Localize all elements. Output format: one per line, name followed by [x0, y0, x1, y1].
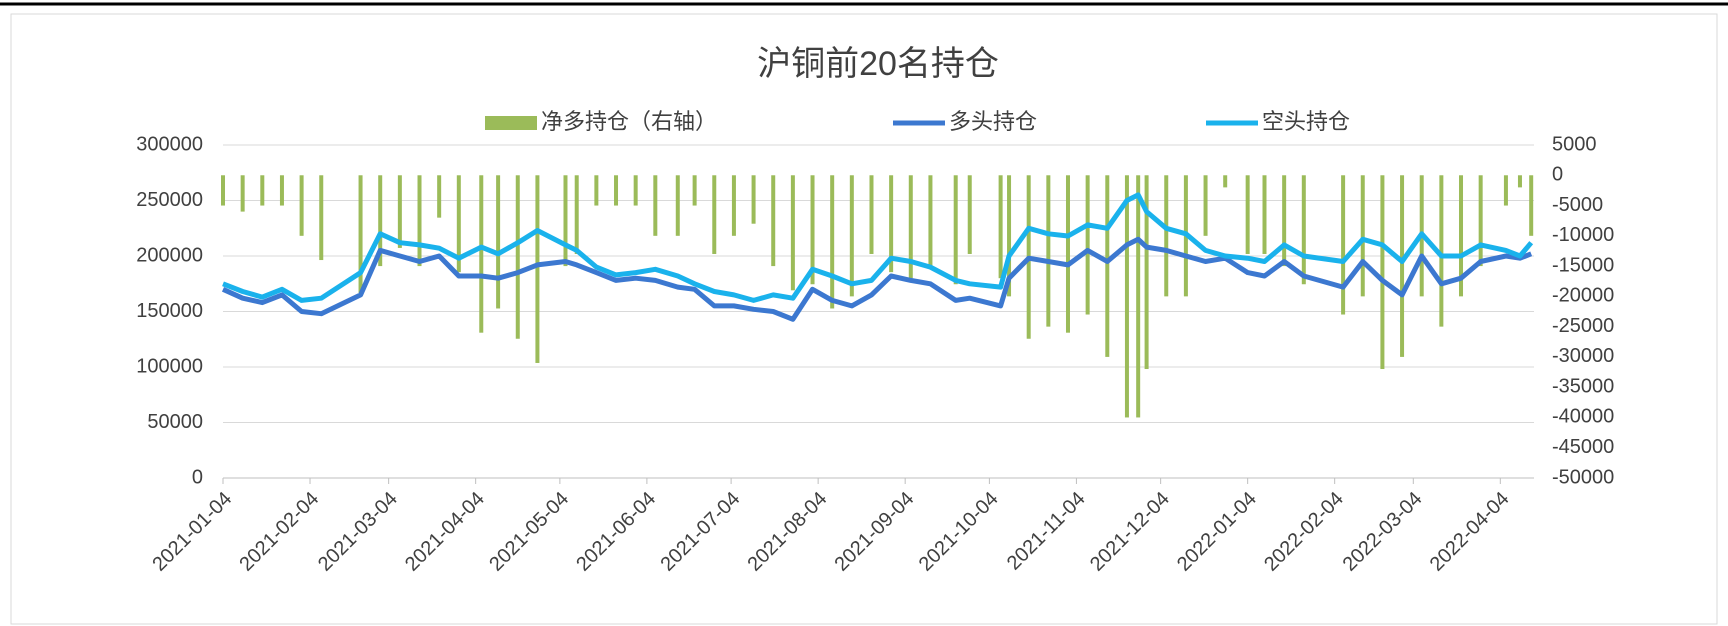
bar: [515, 175, 520, 339]
legend-label: 空头持仓: [1262, 109, 1350, 134]
bar: [574, 175, 579, 254]
bar: [633, 175, 638, 206]
bar: [692, 175, 697, 206]
y2-tick-label: -20000: [1552, 285, 1614, 307]
bar: [1105, 175, 1110, 357]
bar: [378, 175, 383, 267]
bar: [1301, 175, 1306, 285]
bar: [221, 175, 225, 206]
y2-tick-label: -25000: [1552, 315, 1614, 337]
bar: [358, 175, 363, 297]
bar: [953, 175, 958, 285]
bar: [456, 175, 461, 273]
bar: [319, 175, 324, 261]
legend-swatch: [485, 116, 537, 130]
bar: [1065, 175, 1070, 333]
chart-frame: [10, 13, 1718, 625]
bar: [1144, 175, 1149, 370]
bar: [1380, 175, 1385, 370]
bar: [563, 175, 568, 267]
bar: [240, 175, 245, 212]
bar: [614, 175, 619, 206]
bar: [998, 175, 1003, 279]
bar: [299, 175, 304, 236]
y2-tick-label: -10000: [1552, 224, 1614, 246]
bar: [1459, 175, 1464, 297]
y2-tick-label: 0: [1552, 164, 1563, 186]
bar: [712, 175, 717, 254]
legend-label: 净多持仓（右轴）: [541, 109, 717, 134]
bar: [496, 175, 501, 309]
bar: [1529, 175, 1534, 236]
bar: [594, 175, 599, 206]
bar: [790, 175, 795, 291]
legend-label: 多头持仓: [949, 109, 1037, 134]
bar: [1262, 175, 1267, 254]
y2-tick-label: -5000: [1552, 194, 1603, 216]
y2-tick-label: -40000: [1552, 406, 1614, 428]
bar: [1046, 175, 1051, 327]
bar: [1203, 175, 1208, 236]
bar: [535, 175, 540, 363]
bar: [1223, 175, 1228, 188]
y2-tick-label: -35000: [1552, 375, 1614, 397]
bar: [417, 175, 422, 267]
y-tick-label: 100000: [136, 355, 203, 377]
y-tick-label: 50000: [147, 411, 203, 433]
y-tick-label: 200000: [136, 244, 203, 266]
bar: [1503, 175, 1508, 206]
y-tick-label: 0: [192, 466, 203, 488]
bar: [1085, 175, 1090, 315]
bar: [731, 175, 736, 236]
bar: [1517, 175, 1522, 188]
bar: [908, 175, 913, 279]
bar: [260, 175, 265, 206]
bar: [675, 175, 680, 236]
bar: [1164, 175, 1169, 297]
y-tick-label: 250000: [136, 189, 203, 211]
bar: [437, 175, 442, 218]
bar: [1136, 175, 1141, 418]
bar: [1439, 175, 1444, 327]
bar: [889, 175, 894, 273]
line: [222, 192, 1534, 303]
bar: [1007, 175, 1012, 297]
y2-tick-label: -15000: [1552, 254, 1614, 276]
y-tick-label: 300000: [136, 133, 203, 155]
bar: [751, 175, 756, 224]
bar: [279, 175, 284, 206]
bar: [1245, 175, 1250, 254]
bar: [1360, 175, 1365, 297]
bar: [1400, 175, 1405, 357]
bar: [928, 175, 933, 267]
bar: [1478, 175, 1483, 267]
bar: [771, 175, 776, 267]
bar: [869, 175, 874, 254]
bar: [479, 175, 484, 333]
bar: [653, 175, 658, 236]
y2-tick-label: -45000: [1552, 436, 1614, 458]
y2-tick-label: 5000: [1552, 133, 1597, 155]
chart-title: 沪铜前20名持仓: [757, 45, 999, 83]
bar: [967, 175, 972, 254]
bar: [1341, 175, 1346, 315]
bar: [849, 175, 854, 297]
bar: [810, 175, 815, 285]
bar: [830, 175, 835, 309]
bar: [1124, 175, 1129, 418]
y2-tick-label: -50000: [1552, 466, 1614, 488]
line: [221, 236, 1533, 322]
bar: [397, 175, 402, 248]
bar: [1282, 175, 1287, 267]
y-tick-label: 150000: [136, 300, 203, 322]
y2-tick-label: -30000: [1552, 345, 1614, 367]
